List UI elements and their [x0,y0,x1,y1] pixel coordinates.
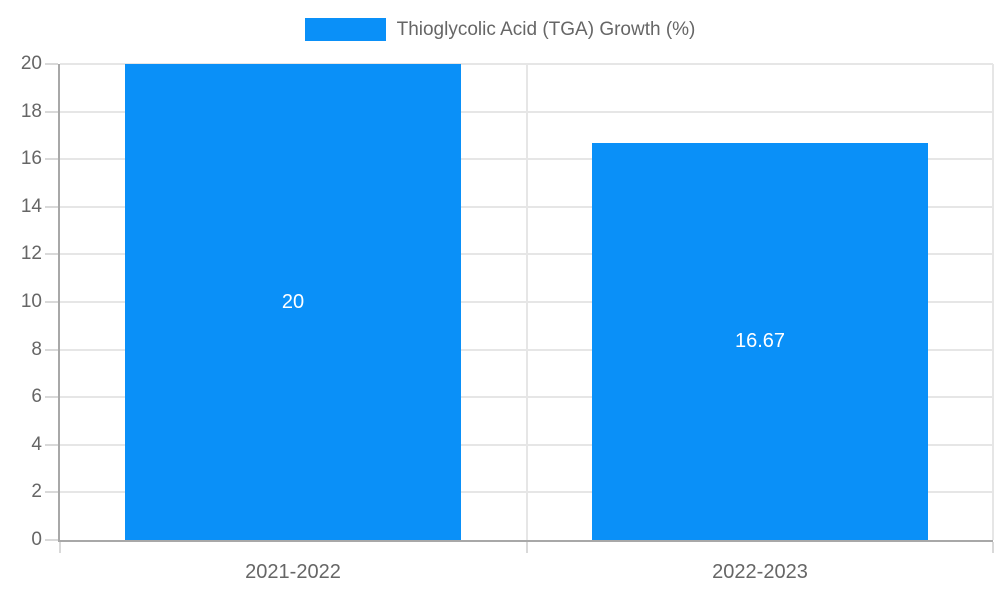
y-tick-mark [45,158,58,161]
y-tick-mark [45,63,58,65]
y-tick-mark [45,539,58,541]
y-tick-mark [45,110,58,113]
category-gridline [525,64,528,540]
y-tick-label: 0 [31,529,42,550]
y-tick-mark [45,491,58,494]
legend-item[interactable]: Thioglycolic Acid (TGA) Growth (%) [304,18,696,41]
bar-value-label: 16.67 [734,330,786,352]
y-tick-mark [45,443,58,446]
x-tick-mark [525,542,528,553]
x-tick-mark [59,542,61,553]
y-tick-label: 14 [20,195,42,217]
x-category-label: 2021-2022 [245,561,341,583]
y-tick-label: 6 [31,386,42,408]
y-axis-line [58,64,60,542]
category-gridline [992,64,994,540]
legend-label: Thioglycolic Acid (TGA) Growth (%) [396,19,696,40]
legend-swatch-icon [304,18,386,41]
x-category-label: 2022-2023 [712,561,808,583]
x-tick-mark [992,542,994,553]
y-tick-label: 8 [31,338,42,360]
y-tick-mark [45,348,58,351]
bar: 16.67 [592,143,928,540]
legend: Thioglycolic Acid (TGA) Growth (%) [0,18,1000,41]
y-tick-mark [45,301,58,303]
y-tick-mark [45,205,58,208]
y-tick-mark [45,253,58,256]
y-tick-label: 12 [20,243,42,265]
y-tick-label: 10 [20,291,42,312]
y-tick-mark [45,396,58,399]
y-tick-label: 16 [20,148,42,170]
bar: 20 [125,64,461,540]
x-axis-line [58,540,993,542]
bar-value-label: 20 [281,290,305,313]
y-tick-label: 18 [20,100,42,122]
y-tick-label: 2 [31,481,42,503]
y-tick-label: 20 [20,53,42,74]
y-tick-label: 4 [31,433,42,455]
